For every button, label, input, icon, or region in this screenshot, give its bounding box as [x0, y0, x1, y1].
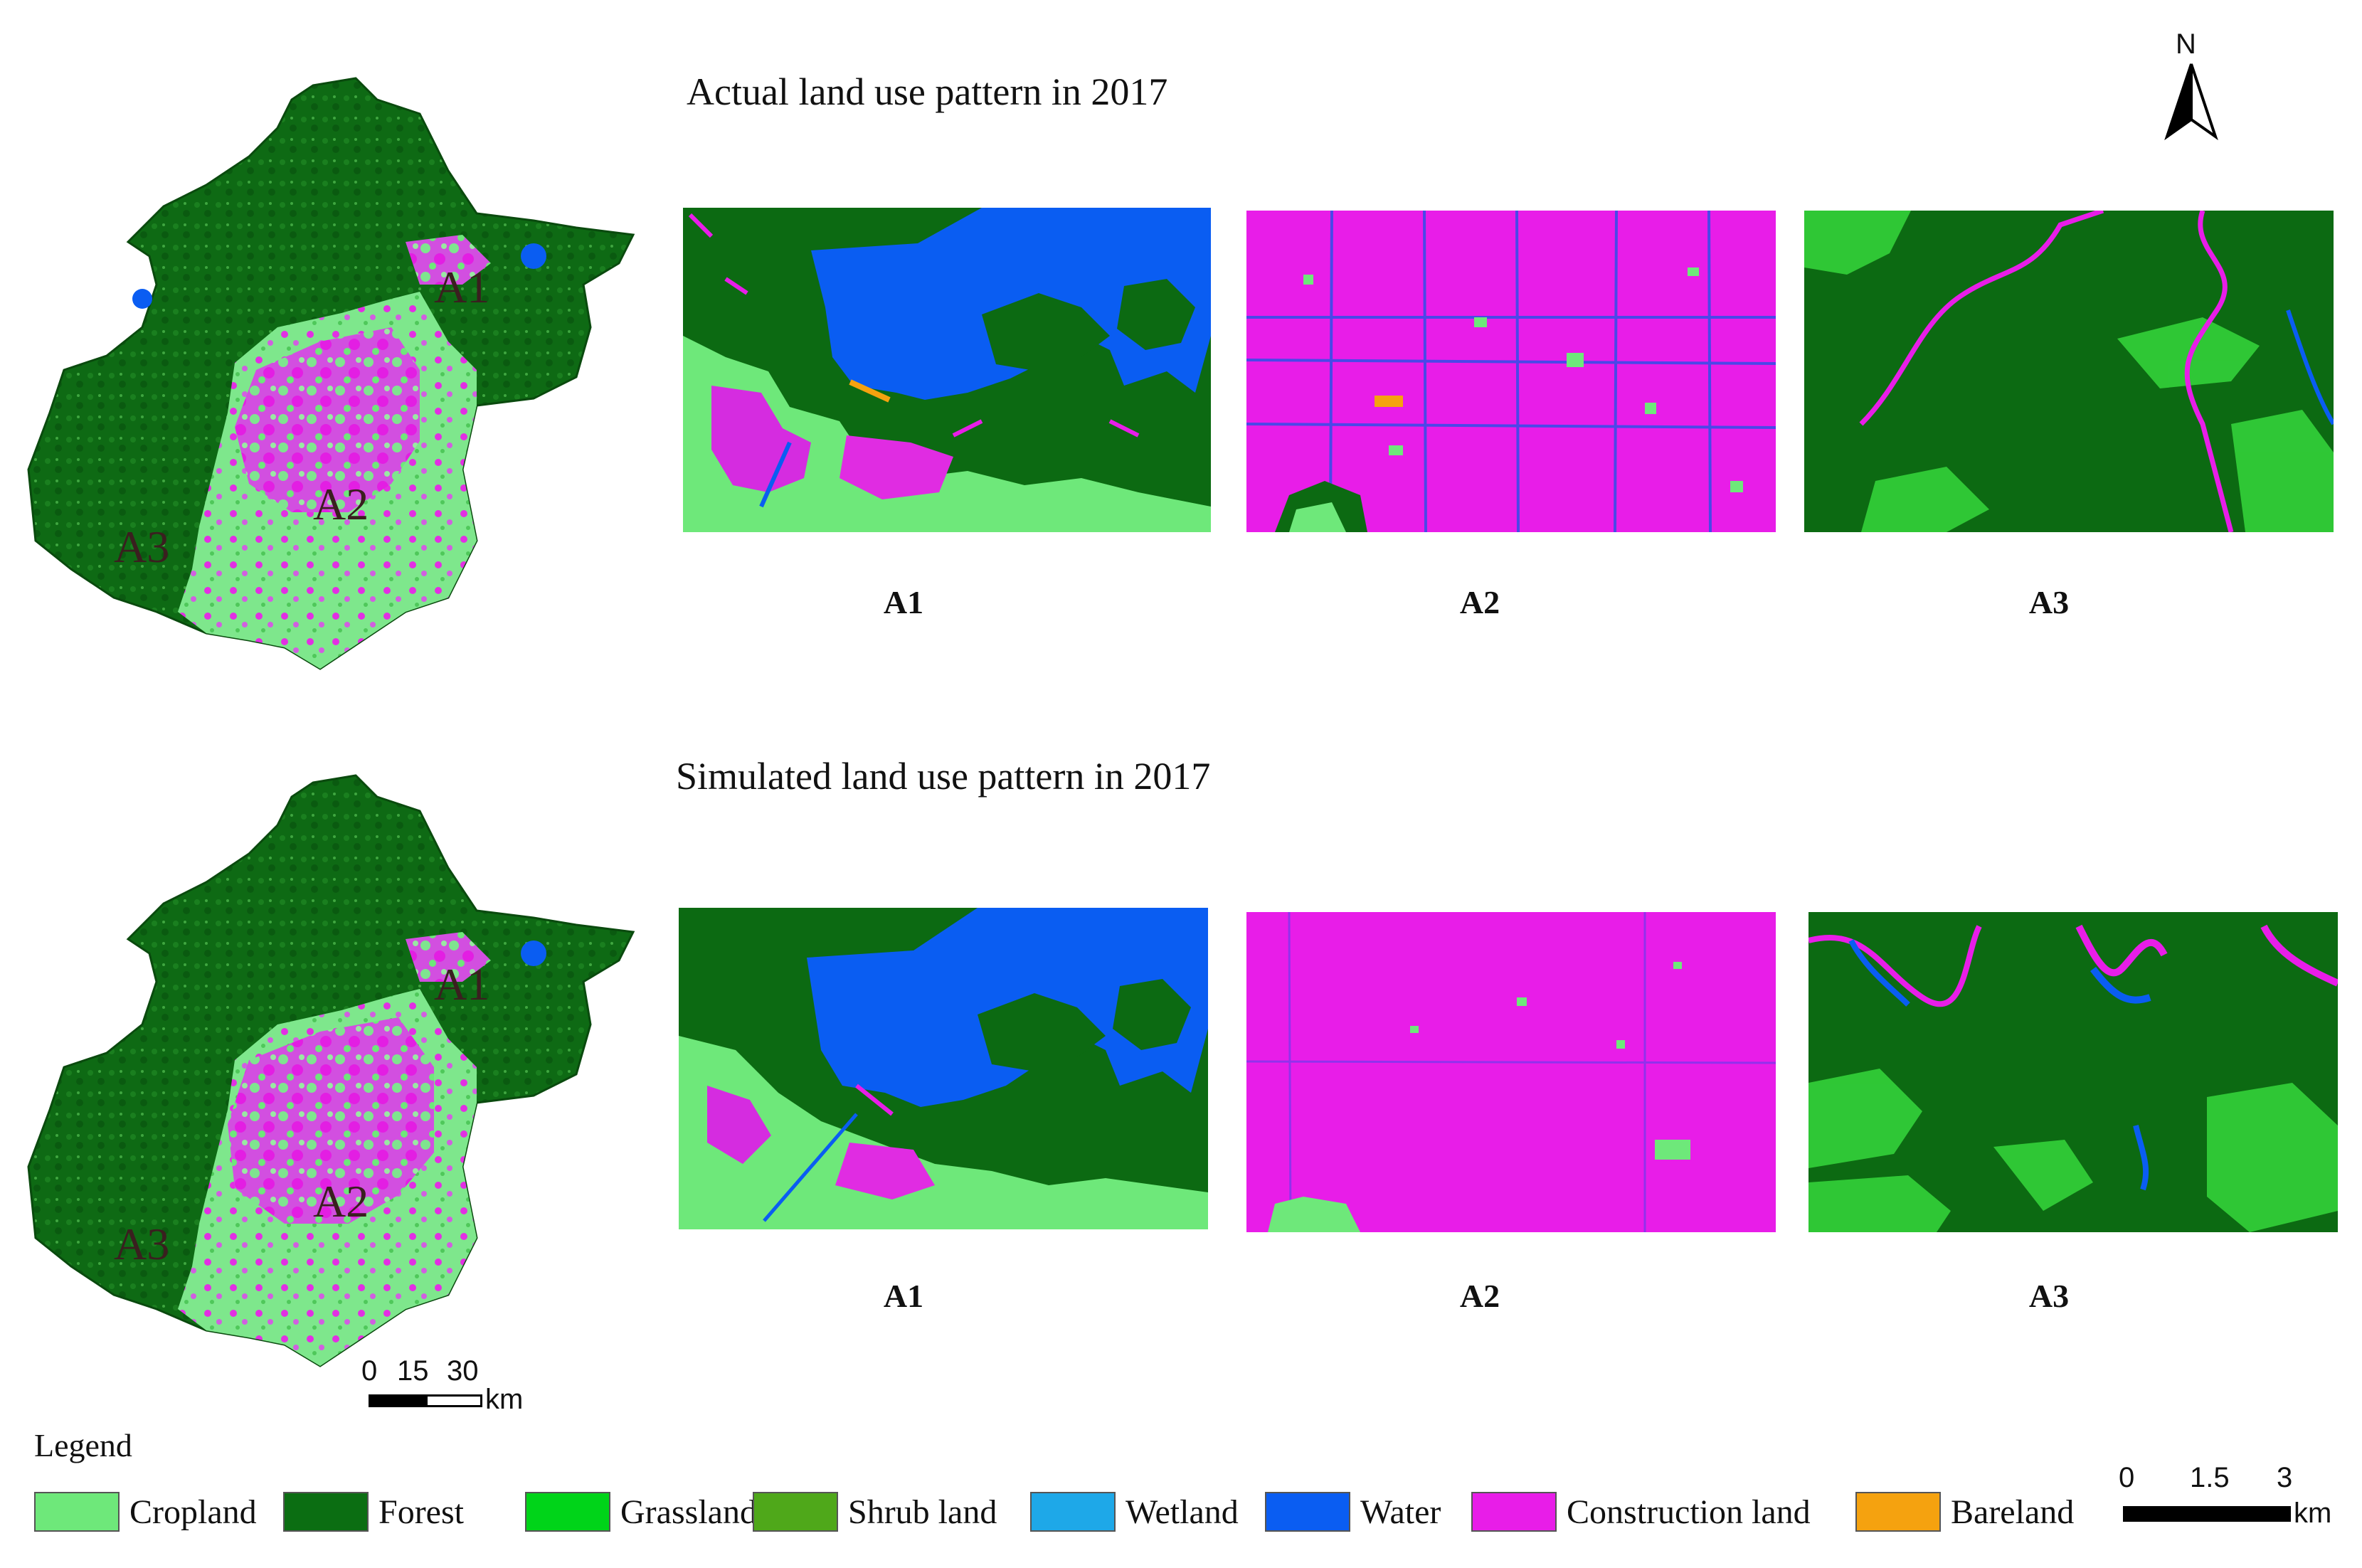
legend-label: Cropland — [129, 1493, 257, 1531]
legend-label: Forest — [378, 1493, 464, 1531]
simulated-panel-label-a2: A2 — [1459, 1278, 1500, 1314]
legend-swatch — [1265, 1492, 1350, 1532]
overview-scale-unit: km — [485, 1384, 524, 1415]
actual-panel-label-a1: A1 — [883, 584, 924, 620]
actual-panel-a1 — [683, 208, 1211, 532]
legend-item: Water — [1265, 1492, 1441, 1532]
actual-title: Actual land use pattern in 2017 — [687, 70, 1168, 113]
overview-map-simulated: A1 A2 A3 — [27, 774, 635, 1367]
overview-scale-tick-1: 15 — [397, 1355, 429, 1387]
legend-label: Bareland — [1951, 1493, 2075, 1531]
simulated-panel-label-a1: A1 — [883, 1278, 924, 1314]
actual-panel-label-a3: A3 — [2028, 584, 2070, 620]
overview-label-a2: A2 — [313, 479, 369, 529]
panel-scale-bar: 0 1.5 3 km — [2113, 1462, 2348, 1540]
panel-scale-tick-0: 0 — [2119, 1462, 2135, 1493]
overview-label-a3: A3 — [114, 521, 169, 572]
legend-item: Wetland — [1030, 1492, 1239, 1532]
north-letter: N — [2176, 28, 2196, 60]
panel-scale-tick-2: 3 — [2277, 1462, 2293, 1493]
legend-swatch — [1471, 1492, 1557, 1532]
legend-item: Construction land — [1471, 1492, 1811, 1532]
overview-label-a2: A2 — [313, 1176, 369, 1227]
legend-item: Bareland — [1855, 1492, 2074, 1532]
legend-label: Wetland — [1126, 1493, 1239, 1531]
panel-scale-unit: km — [2294, 1498, 2332, 1529]
actual-panel-label-a2: A2 — [1459, 584, 1500, 620]
legend-label: Shrub land — [848, 1493, 997, 1531]
overview-label-a3: A3 — [114, 1219, 169, 1269]
legend-swatch — [753, 1492, 838, 1532]
simulated-panel-label-a3: A3 — [2028, 1278, 2070, 1314]
legend-title: Legend — [34, 1427, 132, 1463]
panel-scale-tick-1: 1.5 — [2190, 1462, 2230, 1493]
legend-swatch — [525, 1492, 610, 1532]
actual-panel-a3 — [1804, 211, 2334, 532]
simulated-panel-a3 — [1808, 912, 2338, 1232]
legend-swatch — [1855, 1492, 1941, 1532]
legend-item: Shrub land — [753, 1492, 997, 1532]
legend-item: Grassland — [525, 1492, 757, 1532]
legend-label: Grassland — [620, 1493, 757, 1531]
simulated-panel-a2 — [1246, 912, 1776, 1232]
overview-scale-tick-0: 0 — [361, 1355, 378, 1387]
overview-label-a1: A1 — [434, 959, 489, 1010]
overview-scale-tick-2: 30 — [447, 1355, 479, 1387]
north-arrow-icon — [2164, 63, 2218, 141]
legend-swatch — [283, 1492, 369, 1532]
north-arrow: N — [2156, 28, 2227, 142]
overview-scale-bar: 0 15 30 km — [356, 1355, 541, 1426]
legend-item: Forest — [283, 1492, 464, 1532]
legend-swatch — [1030, 1492, 1116, 1532]
actual-panel-a2 — [1246, 211, 1776, 532]
legend-swatch — [34, 1492, 120, 1532]
legend-label: Water — [1360, 1493, 1441, 1531]
simulated-panel-a1 — [679, 908, 1208, 1229]
overview-map-actual: A1 A2 A3 — [27, 77, 635, 670]
legend-label: Construction land — [1567, 1493, 1811, 1531]
overview-label-a1: A1 — [434, 262, 489, 312]
simulated-title: Simulated land use pattern in 2017 — [676, 755, 1211, 798]
legend-item: Cropland — [34, 1492, 257, 1532]
